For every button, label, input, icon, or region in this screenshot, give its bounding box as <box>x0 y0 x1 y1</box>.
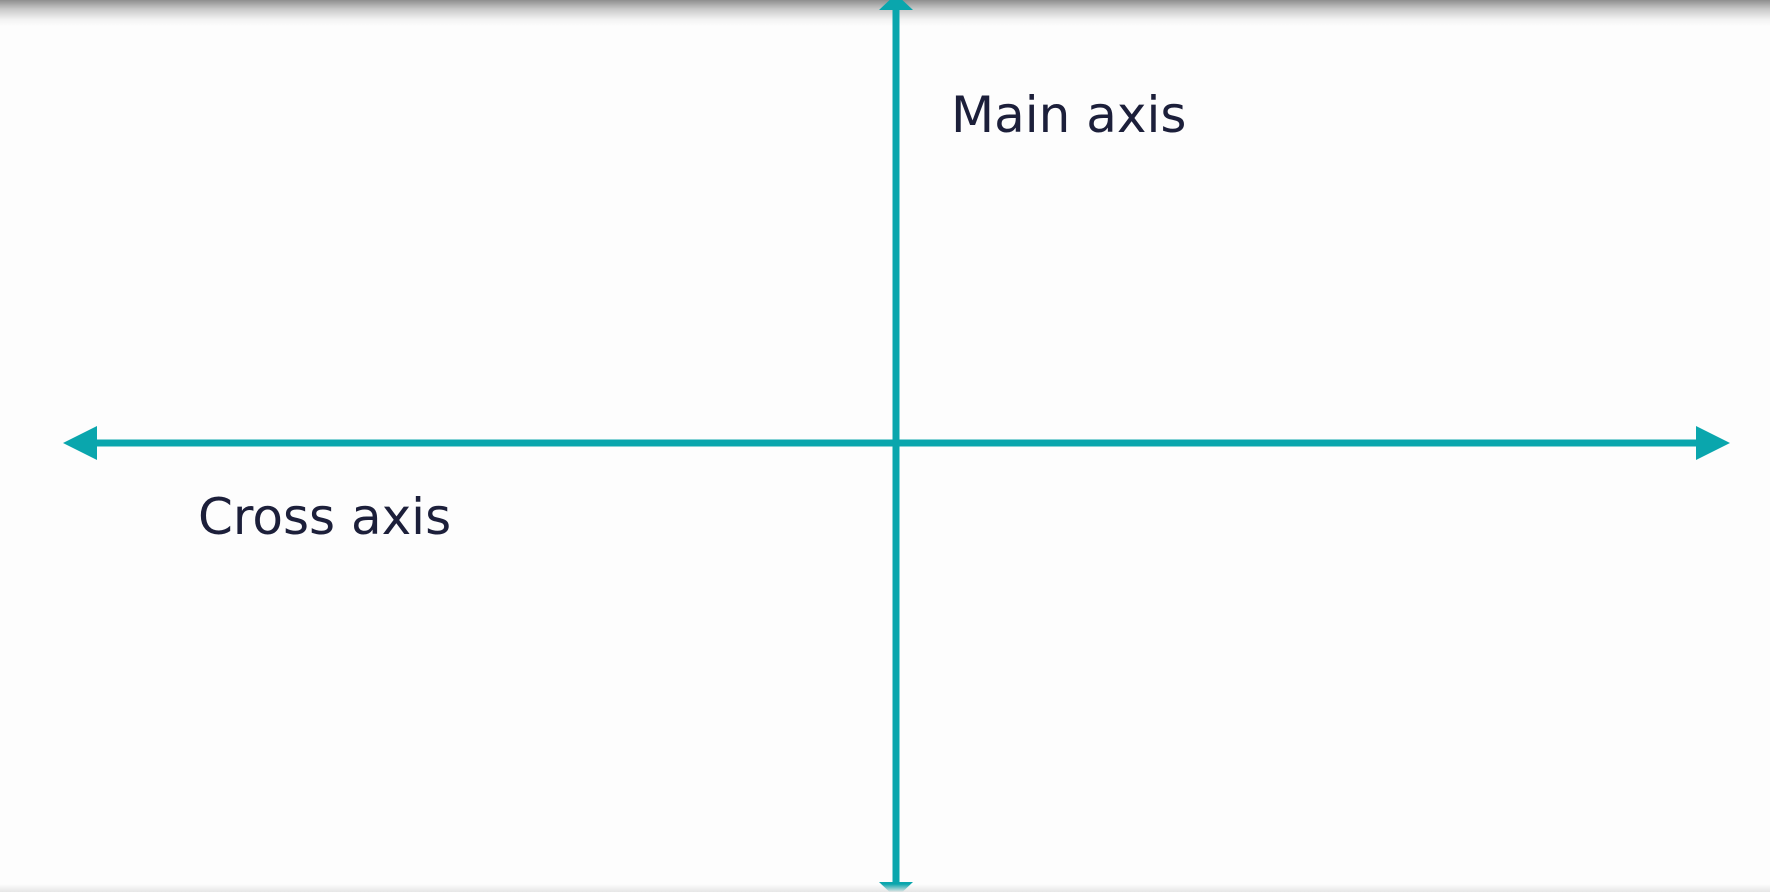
cross-axis-label: Cross axis <box>198 488 452 546</box>
bottom-edge-shadow <box>0 884 1770 892</box>
main-axis-label: Main axis <box>951 86 1187 144</box>
main-axis-top-arrowhead <box>879 0 913 10</box>
top-edge-shadow <box>0 0 1770 26</box>
cross-axis-left-arrowhead <box>63 426 97 460</box>
cross-axis-right-arrowhead <box>1696 426 1730 460</box>
